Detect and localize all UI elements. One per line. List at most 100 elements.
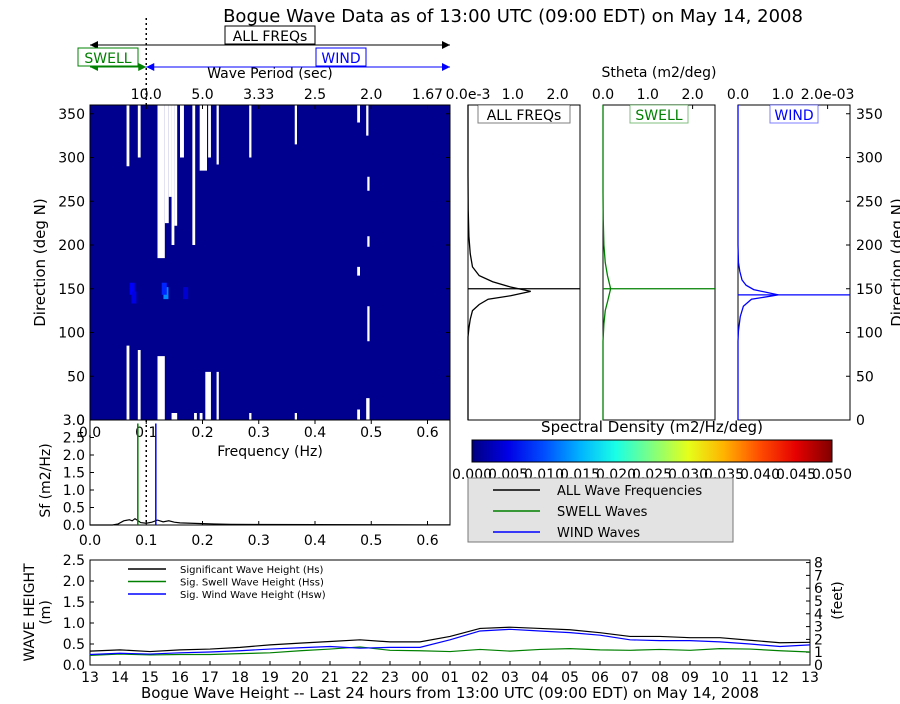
heatmap-empty-cell <box>208 105 211 158</box>
spectrum-y-tick-label: 1.0 <box>63 483 85 499</box>
heatmap-y-tick-label: 150 <box>58 282 85 298</box>
stheta-tick-label: 1.0 <box>502 87 524 103</box>
swell-band-label: SWELL <box>84 51 131 67</box>
colorbar-title: Spectral Density (m2/Hz/deg) <box>541 418 763 436</box>
height-y2-tick-label: 5 <box>814 594 823 610</box>
stheta-panel-label: WIND <box>774 108 813 124</box>
height-x-tick-label: 20 <box>291 670 309 686</box>
period-tick-label: 2.0 <box>360 87 382 103</box>
spectrum-y-tick-label: 0.5 <box>63 501 85 517</box>
period-tick-label: 5.0 <box>191 87 213 103</box>
stheta-tick-label: 1.0 <box>637 87 659 103</box>
stheta-y-label: Direction (deg N) <box>888 198 900 327</box>
heatmap-empty-cell <box>367 176 370 191</box>
height-y-tick-label: 2.0 <box>63 574 85 590</box>
height-y2-tick-label: 0 <box>814 658 823 674</box>
spectrum-y-tick-label: 1.5 <box>63 466 85 482</box>
colorbar-tick-label: 0.045 <box>776 467 816 483</box>
height-title: Bogue Wave Height -- Last 24 hours from … <box>141 684 759 700</box>
spectrum-bottom-tick-label: 0.3 <box>248 533 270 549</box>
stheta-label-box <box>477 104 571 124</box>
heatmap-y-tick-label: 0 <box>76 413 85 429</box>
heatmap-x-tick-label: 0.3 <box>248 425 270 441</box>
height-y2-tick-label: 4 <box>814 607 823 623</box>
heatmap-empty-cell <box>126 345 130 420</box>
height-y2-label: (feet) <box>830 581 846 620</box>
height-x-tick-label: 14 <box>111 670 129 686</box>
stheta-curve <box>602 105 612 420</box>
height-x-tick-label: 17 <box>201 670 219 686</box>
heatmap-x-tick-label: 0.5 <box>360 425 382 441</box>
spectrum-bottom-tick-label: 0.1 <box>135 533 157 549</box>
height-x-tick-label: 21 <box>321 670 339 686</box>
heatmap-y-tick-label: 50 <box>67 369 85 385</box>
height-x-tick-label: 23 <box>381 670 399 686</box>
wind-band-arrow-head <box>442 63 450 71</box>
height-x-tick-label: 03 <box>501 670 519 686</box>
stheta-panel-label: ALL FREQs <box>487 108 562 124</box>
heatmap-empty-cell <box>367 236 370 247</box>
spectrum-y-tick-label: 2.0 <box>63 448 85 464</box>
legend-label-all: ALL Wave Frequencies <box>557 484 702 499</box>
heatmap-y-tick-label: 250 <box>58 194 85 210</box>
heatmap-empty-cell <box>249 105 252 158</box>
spectrum-y-tick-label: 2.5 <box>63 431 85 447</box>
heatmap-hot-cell <box>131 291 137 304</box>
height-x-tick-label: 18 <box>231 670 249 686</box>
heatmap-hot-cell <box>183 287 189 300</box>
height-x-tick-label: 13 <box>81 670 99 686</box>
heatmap-x-label: Frequency (Hz) <box>217 444 323 460</box>
heatmap-empty-cell <box>216 105 219 165</box>
spectrum-bottom-tick-label: 0.5 <box>360 533 382 549</box>
legend-label-wind: WIND Waves <box>557 526 640 541</box>
height-x-tick-label: 06 <box>591 670 609 686</box>
height-y2-tick-label: 1 <box>814 645 823 661</box>
heatmap-empty-cell <box>199 105 207 171</box>
stheta-axis-label: Stheta (m2/deg) <box>602 65 717 81</box>
stheta-curve <box>737 105 779 420</box>
heatmap-empty-cell <box>137 350 141 420</box>
wind-band-arrow-head <box>146 63 155 71</box>
heatmap-y-tick-label: 100 <box>58 326 85 342</box>
heatmap-y-tick-label: 300 <box>58 151 85 167</box>
stheta-panel-label: SWELL <box>635 108 682 124</box>
height-x-tick-label: 01 <box>441 670 459 686</box>
heatmap-x-tick-label: 0.0 <box>79 425 101 441</box>
heatmap-hot-cell <box>129 282 135 295</box>
heatmap-y-tick-label: 350 <box>58 107 85 123</box>
stheta-y-tick-label: 50 <box>856 369 874 385</box>
height-x-tick-label: 04 <box>531 670 549 686</box>
colorbar-tick-label: 0.040 <box>740 467 780 483</box>
heatmap-empty-cell <box>157 371 161 420</box>
legend-label-swell: SWELL Waves <box>557 505 648 520</box>
height-x-tick-label: 08 <box>651 670 669 686</box>
heatmap-empty-cell <box>180 105 184 158</box>
heatmap-y-label: Direction (deg N) <box>31 198 49 327</box>
all-band-arrow-head <box>90 41 98 49</box>
heatmap-empty-cell <box>366 398 370 420</box>
stheta-frame <box>602 104 716 421</box>
height-hs-line <box>89 626 811 653</box>
height-y2-tick-label: 6 <box>814 581 823 597</box>
height-y-tick-label: 1.0 <box>63 616 85 632</box>
height-x-tick-label: 02 <box>471 670 489 686</box>
heatmap-empty-cell <box>164 105 169 224</box>
stheta-tick-label: 1.0 <box>772 87 794 103</box>
heatmap-empty-cell <box>157 356 165 420</box>
height-y-tick-label: 0.0 <box>63 658 85 674</box>
spectrum-y-label: Sf (m2/Hz) <box>38 443 54 517</box>
wind-band-label: WIND <box>321 51 360 67</box>
heatmap-empty-cell <box>294 413 297 420</box>
height-y-tick-label: 2.5 <box>63 553 85 569</box>
spectrum-frame <box>89 419 451 526</box>
heatmap-empty-cell <box>174 105 178 226</box>
heatmap-empty-cell <box>171 413 178 420</box>
heatmap-empty-cell <box>205 371 211 420</box>
period-tick-label: 3.33 <box>243 87 274 103</box>
heatmap-empty-cell <box>171 105 175 245</box>
stheta-tick-label: 0.0e-3 <box>446 87 491 103</box>
stheta-tick-label: 2.0 <box>681 87 703 103</box>
height-y2-tick-label: 8 <box>814 556 823 572</box>
all-band-box <box>224 25 316 45</box>
